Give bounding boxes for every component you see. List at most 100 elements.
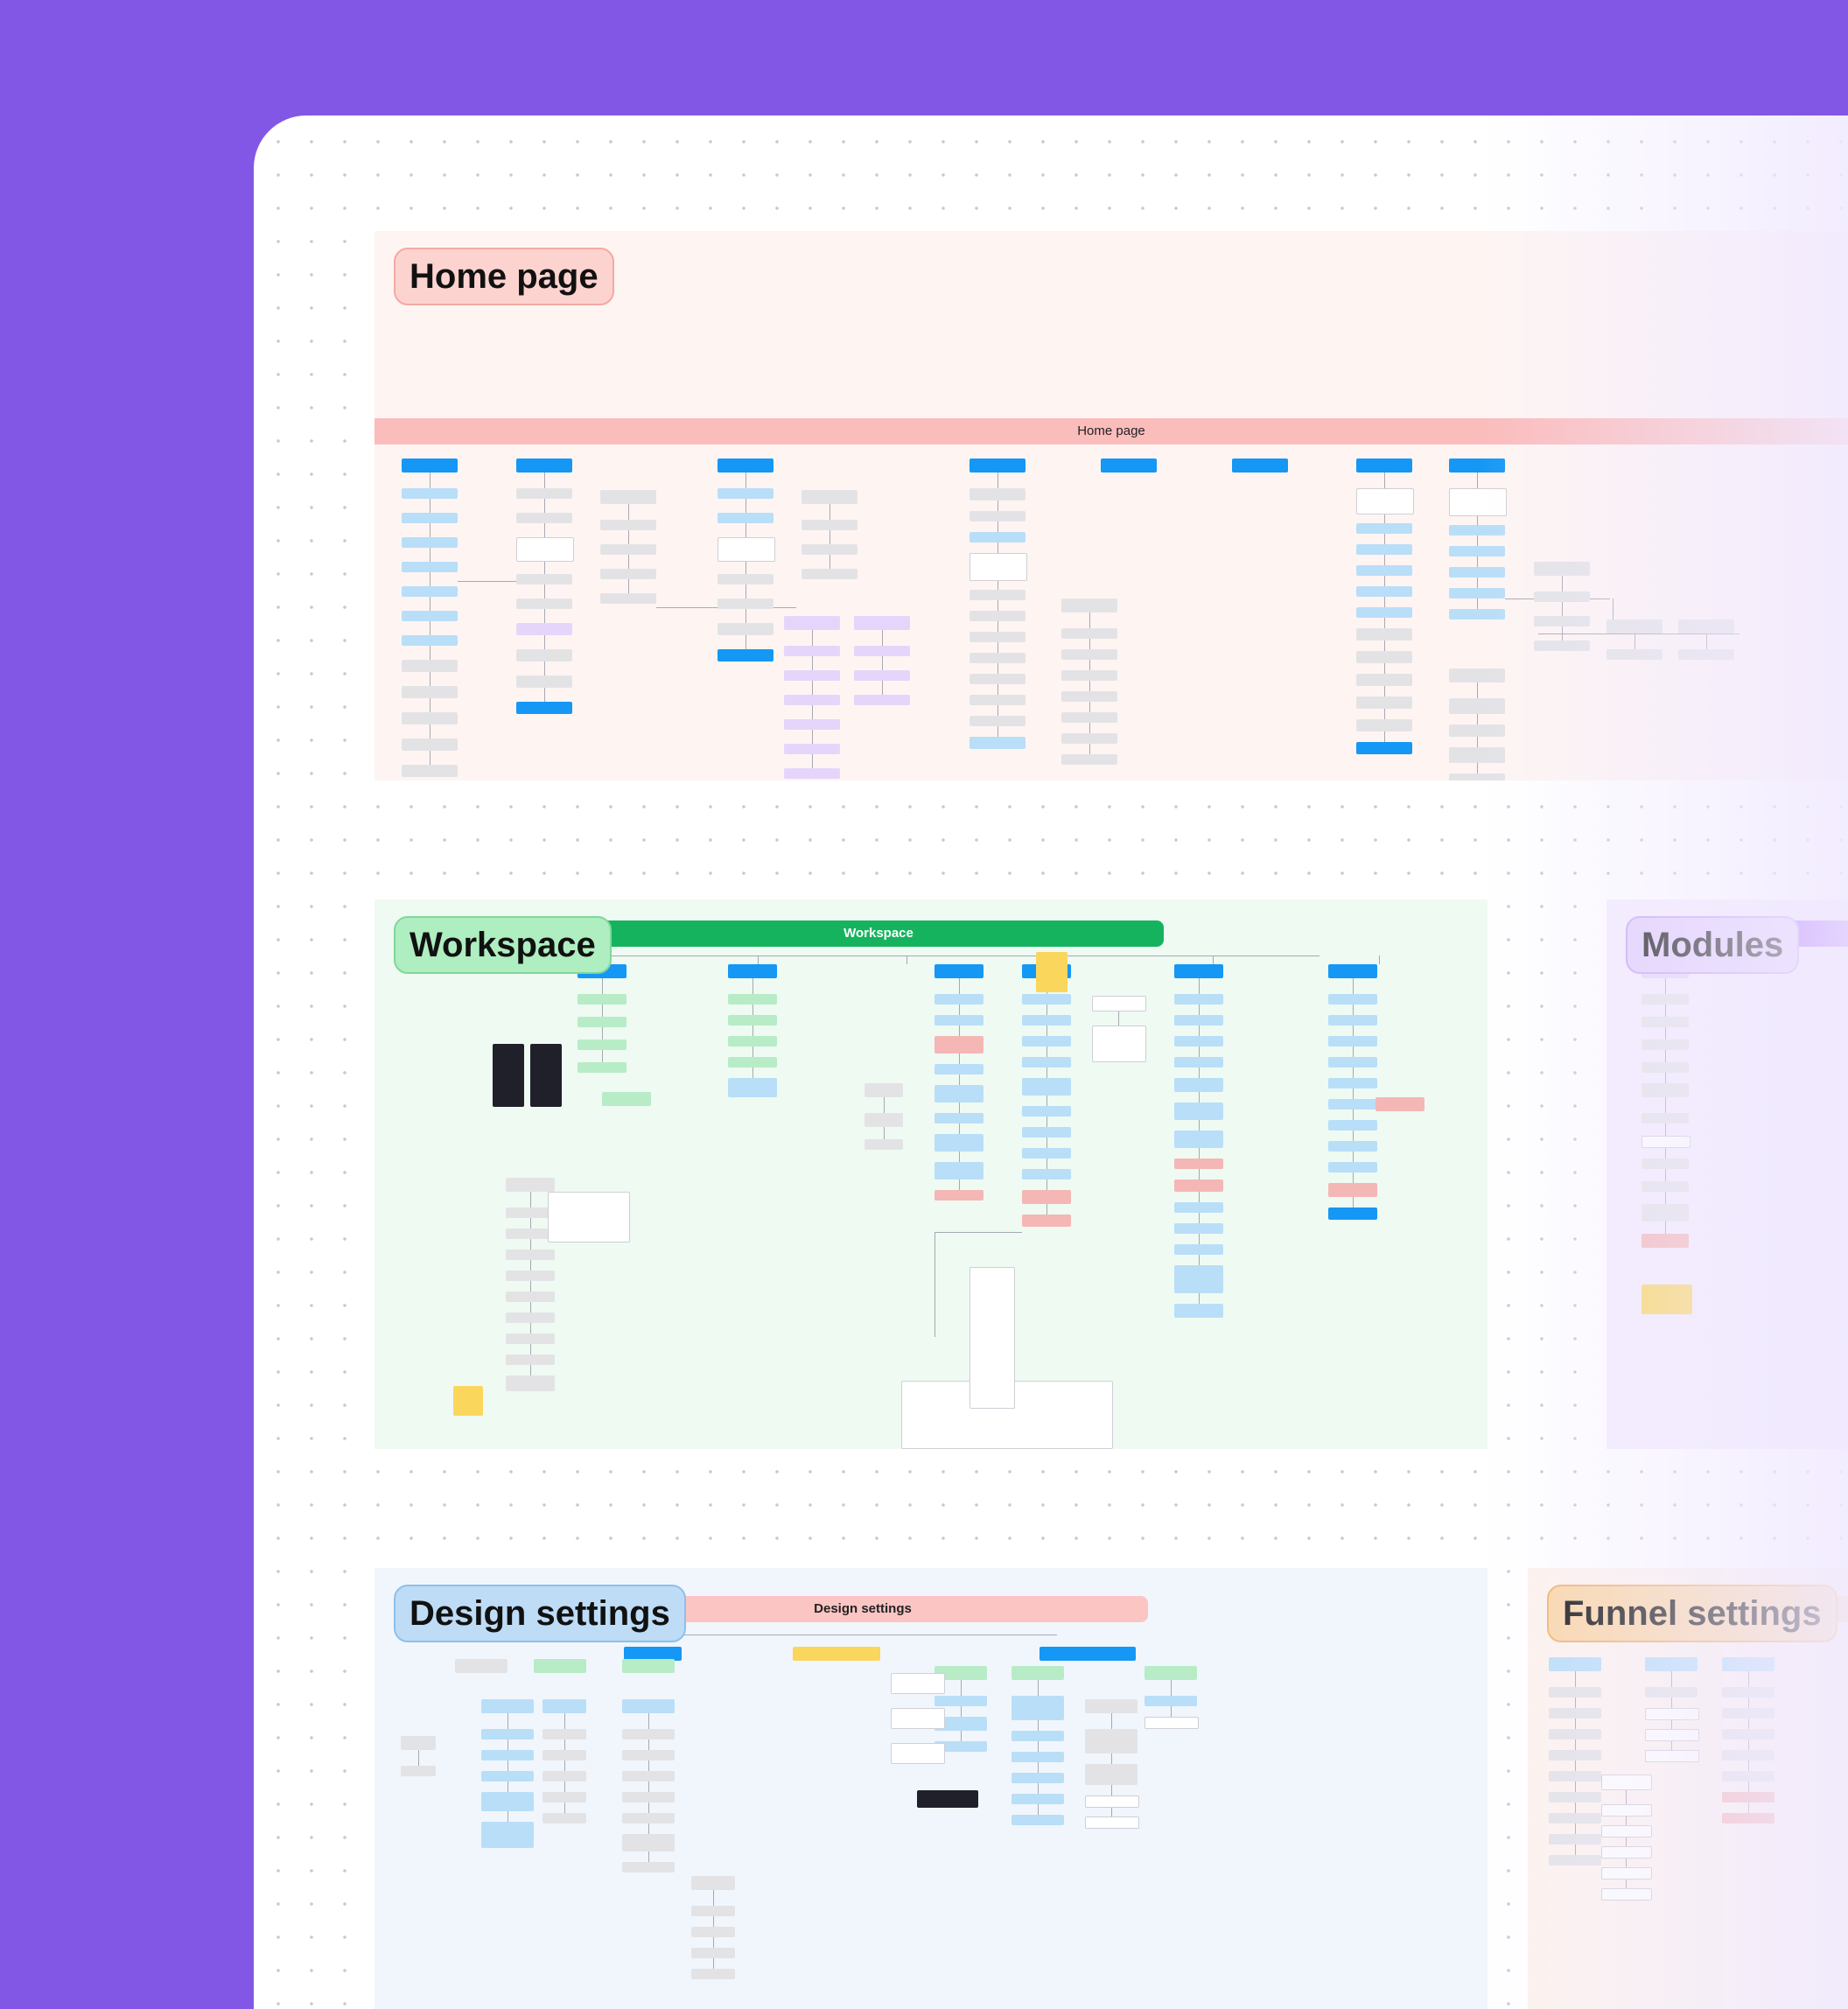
flow-node[interactable] bbox=[970, 611, 1026, 621]
flow-node[interactable] bbox=[891, 1673, 945, 1694]
flow-node[interactable] bbox=[1549, 1750, 1601, 1760]
flow-node[interactable] bbox=[1642, 1062, 1689, 1073]
flow-node[interactable] bbox=[1549, 1708, 1601, 1718]
flow-node[interactable] bbox=[793, 1647, 880, 1661]
flow-node[interactable] bbox=[864, 1139, 903, 1150]
flow-node[interactable] bbox=[1022, 1078, 1071, 1096]
flow-node[interactable] bbox=[1061, 712, 1117, 723]
flow-node[interactable] bbox=[1356, 628, 1412, 640]
flow-node[interactable] bbox=[1356, 719, 1412, 732]
flow-node[interactable] bbox=[784, 768, 840, 779]
flow-node[interactable] bbox=[1606, 620, 1662, 634]
flow-node[interactable] bbox=[1144, 1696, 1197, 1706]
flow-node[interactable] bbox=[934, 1741, 987, 1752]
flow-node[interactable] bbox=[1645, 1729, 1699, 1741]
flow-node[interactable] bbox=[1328, 1036, 1377, 1046]
flow-node[interactable] bbox=[624, 1647, 682, 1661]
flow-node[interactable] bbox=[402, 686, 458, 698]
flow-node[interactable] bbox=[1328, 994, 1377, 1004]
flow-node[interactable] bbox=[455, 1659, 508, 1673]
flow-node[interactable] bbox=[1356, 565, 1412, 576]
flow-node[interactable] bbox=[506, 1354, 555, 1365]
flow-node[interactable] bbox=[891, 1708, 945, 1729]
flow-node[interactable] bbox=[516, 623, 572, 635]
design-settings-title[interactable]: Design settings bbox=[394, 1585, 686, 1642]
flow-node[interactable] bbox=[1022, 1169, 1071, 1180]
flow-node[interactable] bbox=[864, 1083, 903, 1097]
flow-node[interactable] bbox=[691, 1969, 735, 1979]
flow-node[interactable] bbox=[784, 646, 840, 656]
flow-node[interactable] bbox=[1012, 1815, 1064, 1825]
flow-node[interactable] bbox=[1061, 649, 1117, 660]
flow-node[interactable] bbox=[1642, 1040, 1689, 1050]
flow-node[interactable] bbox=[970, 716, 1026, 726]
flow-node[interactable] bbox=[718, 598, 774, 609]
flow-node[interactable] bbox=[1328, 1078, 1377, 1088]
flow-node[interactable] bbox=[1601, 1825, 1652, 1838]
flow-node[interactable] bbox=[917, 1790, 978, 1808]
flow-node[interactable] bbox=[622, 1792, 675, 1802]
flow-node[interactable] bbox=[1642, 1204, 1689, 1222]
flow-node[interactable] bbox=[864, 1113, 903, 1127]
flow-node[interactable] bbox=[402, 488, 458, 499]
flow-node[interactable] bbox=[728, 1057, 777, 1068]
flow-node[interactable] bbox=[691, 1927, 735, 1937]
flow-node[interactable] bbox=[578, 1062, 626, 1073]
flow-node[interactable] bbox=[718, 537, 775, 562]
flow-node[interactable] bbox=[934, 1015, 984, 1026]
flow-node[interactable] bbox=[1356, 696, 1412, 709]
flow-node[interactable] bbox=[934, 1717, 987, 1731]
flow-node[interactable] bbox=[542, 1699, 586, 1713]
flow-node[interactable] bbox=[718, 623, 774, 635]
flow-node[interactable] bbox=[728, 964, 777, 978]
flow-node[interactable] bbox=[516, 649, 572, 662]
flow-node[interactable] bbox=[578, 1017, 626, 1027]
flow-node[interactable] bbox=[516, 676, 572, 688]
flow-node[interactable] bbox=[622, 1813, 675, 1824]
flow-node[interactable] bbox=[542, 1750, 586, 1760]
flow-node[interactable] bbox=[481, 1699, 534, 1713]
flow-node[interactable] bbox=[934, 1036, 984, 1054]
flow-node[interactable] bbox=[402, 586, 458, 597]
flow-node[interactable] bbox=[1174, 1057, 1223, 1068]
flow-node[interactable] bbox=[622, 1729, 675, 1740]
flow-node[interactable] bbox=[1174, 1304, 1223, 1318]
home-page-title[interactable]: Home page bbox=[394, 248, 614, 305]
flow-node[interactable] bbox=[1534, 562, 1590, 576]
flow-node[interactable] bbox=[1174, 994, 1223, 1004]
flow-node[interactable] bbox=[1022, 1106, 1071, 1116]
flow-node[interactable] bbox=[542, 1813, 586, 1824]
flow-node[interactable] bbox=[542, 1792, 586, 1802]
flow-node[interactable] bbox=[1022, 994, 1071, 1004]
flow-node[interactable] bbox=[1022, 1214, 1071, 1227]
flow-node[interactable] bbox=[1174, 1202, 1223, 1213]
flow-node[interactable] bbox=[1601, 1804, 1652, 1816]
flow-node[interactable] bbox=[1174, 1078, 1223, 1092]
flow-node[interactable] bbox=[402, 611, 458, 621]
flow-node[interactable] bbox=[1356, 488, 1414, 514]
flow-node[interactable] bbox=[600, 569, 656, 579]
flow-node[interactable] bbox=[481, 1729, 534, 1740]
flow-node[interactable] bbox=[622, 1699, 675, 1713]
flow-node[interactable] bbox=[802, 520, 858, 530]
flow-node[interactable] bbox=[1356, 586, 1412, 597]
funnel-settings-title[interactable]: Funnel settings bbox=[1547, 1585, 1838, 1642]
flow-node[interactable] bbox=[802, 490, 858, 504]
flow-node[interactable] bbox=[1549, 1657, 1601, 1671]
flow-node[interactable] bbox=[970, 653, 1026, 663]
flow-node[interactable] bbox=[1328, 1208, 1377, 1220]
flow-node[interactable] bbox=[402, 635, 458, 646]
flow-node[interactable] bbox=[1092, 996, 1146, 1012]
flow-node[interactable] bbox=[1174, 1130, 1223, 1148]
flow-node[interactable] bbox=[401, 1736, 436, 1750]
flow-node[interactable] bbox=[691, 1948, 735, 1958]
flow-node[interactable] bbox=[1449, 668, 1505, 682]
flow-node[interactable] bbox=[1036, 952, 1068, 992]
flow-node[interactable] bbox=[402, 738, 458, 751]
flow-node[interactable] bbox=[1328, 1099, 1377, 1110]
flow-node[interactable] bbox=[784, 670, 840, 681]
workspace-title[interactable]: Workspace bbox=[394, 916, 612, 974]
flow-node[interactable] bbox=[1642, 994, 1689, 1004]
flow-node[interactable] bbox=[802, 544, 858, 555]
flow-node[interactable] bbox=[402, 458, 458, 472]
